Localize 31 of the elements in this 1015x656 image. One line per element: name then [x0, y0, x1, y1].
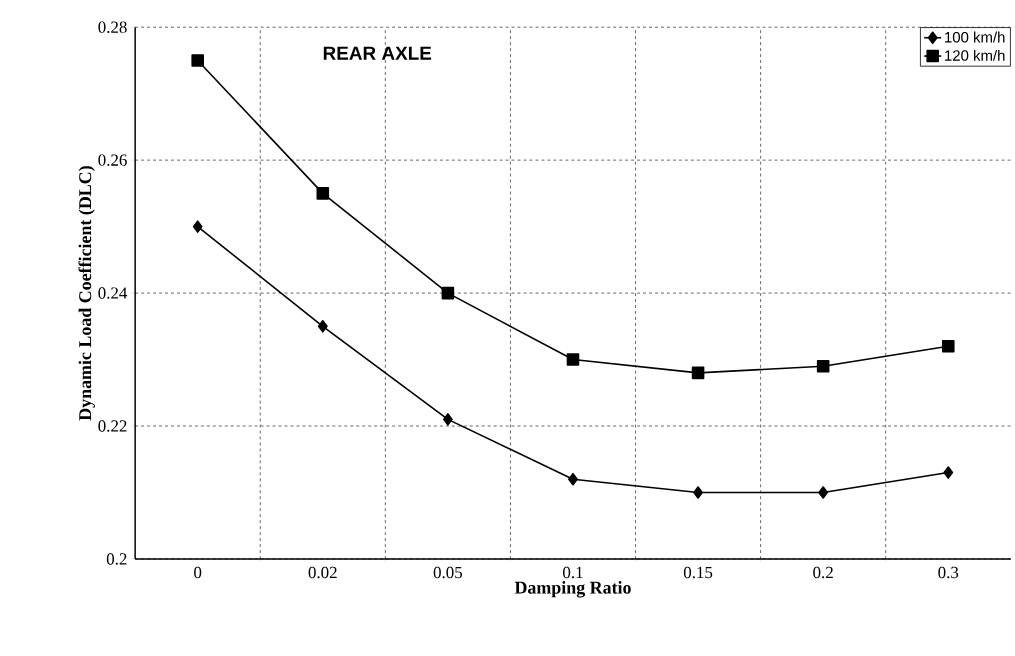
- x-tick-label: 0.02: [308, 566, 337, 579]
- x-tick-label: 0.15: [683, 566, 713, 579]
- point: [442, 413, 453, 426]
- point: [316, 187, 330, 200]
- x-tick-label: 0.05: [433, 566, 463, 579]
- point: [191, 54, 204, 67]
- point: [941, 339, 955, 353]
- point: [943, 466, 954, 479]
- y-tick-label: 0.22: [98, 420, 127, 432]
- y-tick-label: 0.28: [98, 21, 127, 33]
- point: [691, 366, 705, 380]
- annotation: REAR AXLE: [323, 46, 432, 60]
- y-tick-label: 0.24: [98, 287, 128, 299]
- x-tick-label: 0.1: [563, 566, 583, 579]
- y-tick-label: 0.26: [98, 154, 127, 166]
- x-axis-title: Damping Ratio: [514, 581, 631, 598]
- point: [693, 486, 703, 499]
- legend-label: 100 km/h: [945, 31, 1005, 43]
- x-tick-label: 0: [194, 566, 202, 579]
- point: [816, 359, 830, 373]
- point: [317, 319, 328, 333]
- x-tick-label: 0.3: [938, 566, 959, 579]
- y-axis-title: Dynamic Load Coefficient (DLC): [78, 166, 95, 421]
- point: [441, 286, 455, 300]
- point: [192, 220, 203, 233]
- x-tick-label: 0.2: [813, 566, 833, 579]
- point: [568, 472, 578, 486]
- legend-label: 120 km/h: [945, 49, 1005, 61]
- point: [566, 353, 580, 366]
- point: [818, 486, 829, 499]
- y-tick-label: 0.2: [106, 553, 127, 565]
